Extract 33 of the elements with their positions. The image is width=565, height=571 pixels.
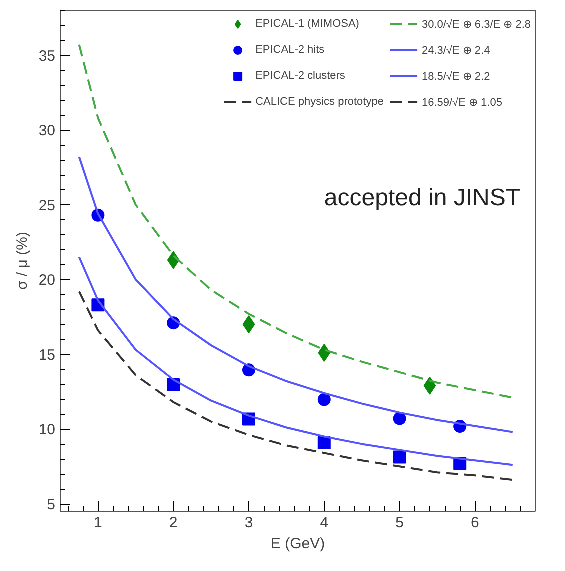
annotation: accepted in JINST — [324, 184, 521, 212]
legend-label: EPICAL-2 hits — [256, 44, 325, 56]
point — [393, 412, 406, 426]
point — [242, 316, 256, 334]
y-tick-label: 10 — [38, 422, 56, 439]
point — [318, 436, 331, 450]
y-tick-label: 25 — [38, 197, 56, 214]
legend-label: CALICE physics prototype — [256, 96, 384, 108]
y-tick-label: 15 — [38, 346, 56, 364]
y-axis-title: σ / μ (%) — [14, 232, 31, 290]
line-series — [78, 256, 514, 466]
line-series — [78, 290, 514, 482]
x-tick-label: 2 — [169, 514, 178, 532]
annotation: 16.59/√E ⊕ 1.05 — [422, 96, 502, 108]
y-tick-label: 30 — [38, 122, 56, 140]
x-tick-label: 5 — [396, 514, 404, 532]
x-tick-label: 3 — [244, 514, 254, 532]
point — [318, 344, 331, 362]
legend-label: EPICAL-2 clusters — [256, 70, 346, 82]
y-tick-label: 5 — [47, 496, 56, 514]
y-tick-label: 35 — [38, 48, 56, 65]
point — [393, 450, 406, 464]
x-axis-title: E (GeV) — [270, 536, 326, 552]
x-tick-label: 6 — [471, 514, 480, 532]
legend-label: 30.0/√E ⊕ 6.3/E ⊕ 2.8 — [422, 18, 531, 30]
legend-label: EPICAL-1 (MIMOSA) — [256, 18, 360, 30]
y-tick-label: 20 — [38, 272, 56, 290]
x-tick-label: 1 — [94, 514, 102, 532]
legend-label: 24.3/√E ⊕ 2.4 — [422, 44, 490, 56]
point — [318, 393, 331, 406]
point — [424, 376, 436, 395]
x-tick-label: 4 — [320, 514, 329, 532]
legend-label: 18.5/√E ⊕ 2.2 — [422, 70, 490, 82]
